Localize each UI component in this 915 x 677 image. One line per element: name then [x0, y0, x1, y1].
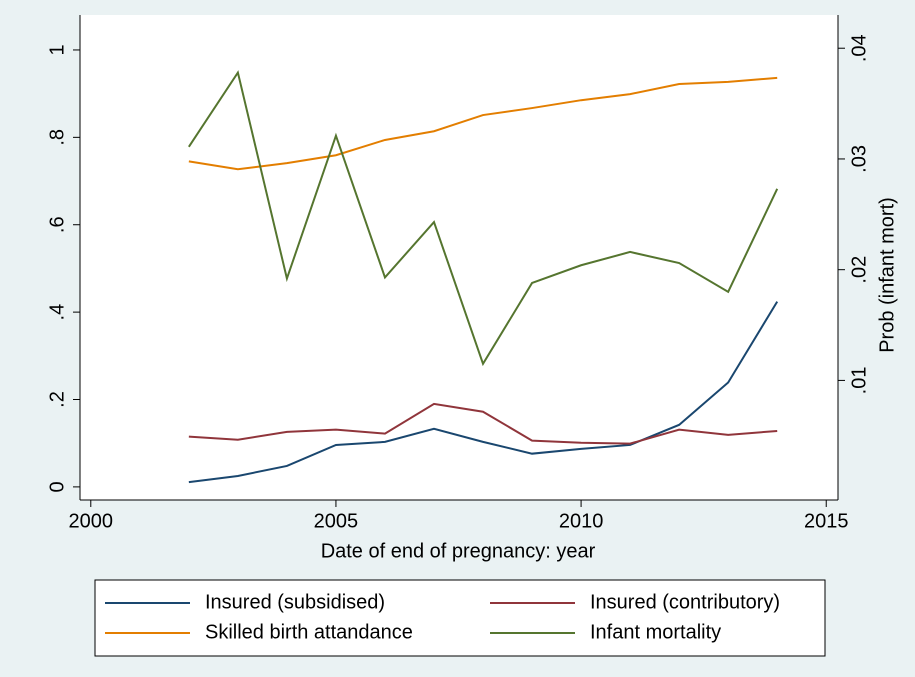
series-line [188, 301, 779, 484]
y2-tick-label: .01 [848, 367, 870, 395]
y2-tick-label: .04 [848, 34, 870, 62]
legend-label: Insured (contributory) [590, 591, 780, 613]
legend-label: Insured (subsidised) [205, 591, 385, 613]
legend-label: Skilled birth attandance [205, 621, 413, 643]
y-tick-label: 0 [46, 481, 68, 492]
y-tick-label: .2 [46, 391, 68, 408]
y-tick-label: 1 [46, 44, 68, 55]
y-tick-label: .4 [46, 304, 68, 321]
y2-tick-label: .03 [848, 145, 870, 173]
x-tick-label: 2010 [559, 510, 604, 532]
series-line [188, 70, 779, 367]
plot-area [80, 15, 838, 500]
series-line [188, 76, 778, 171]
y2-axis-label: Prob (infant mort) [876, 197, 898, 353]
x-tick-label: 2000 [69, 510, 114, 532]
x-tick-label: 2005 [314, 510, 359, 532]
series-line [188, 402, 778, 445]
x-tick-label: 2015 [804, 510, 849, 532]
y-tick-label: .6 [46, 216, 68, 233]
legend [94, 579, 826, 657]
legend-label: Infant mortality [590, 621, 721, 643]
x-axis-label: Date of end of pregnancy: year [321, 540, 596, 562]
y2-tick-label: .02 [848, 256, 870, 284]
y-tick-label: .8 [46, 129, 68, 146]
